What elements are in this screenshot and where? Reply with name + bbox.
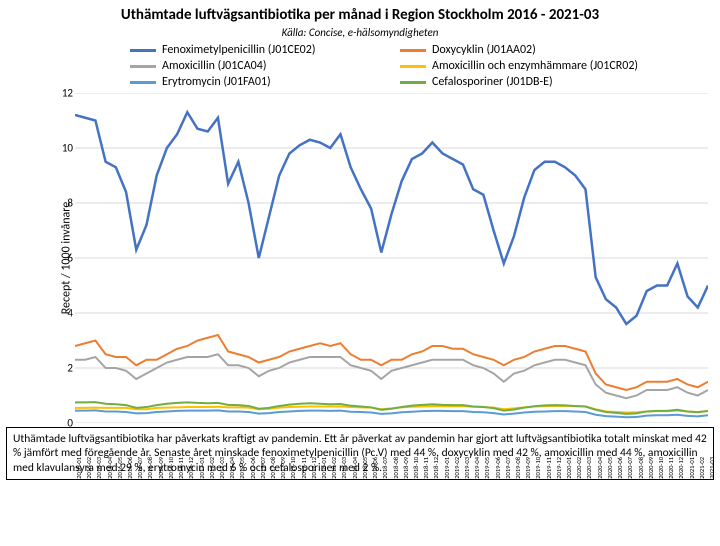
- x-tick: 2021-03: [708, 457, 716, 479]
- x-tick: 2019-08: [514, 457, 522, 479]
- legend-swatch: [130, 49, 156, 52]
- legend-item: Cefalosporiner (J01DB-E): [400, 75, 670, 89]
- legend-item: Amoxicillin och enzymhämmare (J01CR02): [400, 59, 670, 73]
- chart-title: Uthämtade luftvägsantibiotika per månad …: [40, 6, 680, 24]
- x-tick: 2020-06: [616, 457, 624, 479]
- x-tick: 2018-11: [422, 457, 430, 479]
- x-tick: 2020-05: [606, 457, 614, 479]
- y-tick: 8: [55, 197, 73, 210]
- legend-label: Cefalosporiner (J01DB-E): [432, 75, 553, 89]
- x-tick: 2018-03: [340, 457, 348, 479]
- legend-swatch: [400, 49, 426, 52]
- x-tick: 2019-05: [483, 457, 491, 479]
- y-tick: 2: [55, 362, 73, 375]
- x-tick: 2016-06: [126, 457, 134, 479]
- legend-label: Amoxicillin och enzymhämmare (J01CR02): [432, 59, 638, 73]
- legend-swatch: [400, 65, 426, 68]
- x-tick: 2016-01: [75, 457, 83, 479]
- legend-label: Doxycyklin (J01AA02): [432, 43, 536, 57]
- x-tick: 2018-01: [320, 457, 328, 479]
- chart-subtitle: Källa: Concise, e-hälsomyndigheten: [0, 26, 720, 39]
- x-tick: 2017-04: [228, 457, 236, 479]
- x-tick: 2016-05: [116, 457, 124, 479]
- x-tick: 2020-04: [596, 457, 604, 479]
- x-tick: 2016-08: [146, 457, 154, 479]
- plot: 024681012: [75, 93, 708, 423]
- x-tick: 2017-01: [198, 457, 206, 479]
- x-tick: 2020-01: [565, 457, 573, 479]
- plot-svg: [75, 93, 708, 423]
- x-tick: 2017-08: [269, 457, 277, 479]
- x-tick: 2019-02: [453, 457, 461, 479]
- x-tick: 2018-04: [351, 457, 359, 479]
- legend-label: Fenoximetylpenicillin (J01CE02): [162, 43, 316, 57]
- x-tick: 2016-11: [177, 457, 185, 479]
- x-tick: 2017-09: [279, 457, 287, 479]
- x-tick: 2018-02: [330, 457, 338, 479]
- legend-item: Fenoximetylpenicillin (J01CE02): [130, 43, 400, 57]
- y-tick: 0: [55, 417, 73, 430]
- x-axis-labels: 2016-012016-022016-032016-042016-052016-…: [75, 423, 708, 459]
- x-tick: 2018-10: [412, 457, 420, 479]
- legend-item: Erytromycin (J01FA01): [130, 75, 400, 89]
- x-tick: 2020-03: [585, 457, 593, 479]
- x-tick: 2019-04: [473, 457, 481, 479]
- x-tick: 2018-07: [381, 457, 389, 479]
- x-tick: 2016-10: [167, 457, 175, 479]
- legend-item: Doxycyklin (J01AA02): [400, 43, 670, 57]
- x-tick: 2017-02: [208, 457, 216, 479]
- legend-swatch: [130, 65, 156, 68]
- x-tick: 2019-09: [524, 457, 532, 479]
- legend-item: Amoxicillin (J01CA04): [130, 59, 400, 73]
- x-tick: 2019-03: [463, 457, 471, 479]
- x-tick: 2020-11: [667, 457, 675, 479]
- x-tick: 2017-03: [218, 457, 226, 479]
- x-tick: 2016-07: [136, 457, 144, 479]
- x-tick: 2020-12: [677, 457, 685, 479]
- x-tick: 2018-09: [402, 457, 410, 479]
- x-tick: 2017-11: [300, 457, 308, 479]
- x-tick: 2019-11: [545, 457, 553, 479]
- x-tick: 2021-01: [688, 457, 696, 479]
- y-tick: 4: [55, 307, 73, 320]
- x-tick: 2020-08: [637, 457, 645, 479]
- x-tick: 2019-06: [494, 457, 502, 479]
- x-tick: 2016-02: [85, 457, 93, 479]
- x-tick: 2018-12: [432, 457, 440, 479]
- x-tick: 2016-03: [95, 457, 103, 479]
- x-tick: 2020-02: [575, 457, 583, 479]
- x-tick: 2021-02: [698, 457, 706, 479]
- x-tick: 2020-09: [647, 457, 655, 479]
- x-tick: 2020-07: [626, 457, 634, 479]
- x-tick: 2019-12: [555, 457, 563, 479]
- y-tick: 10: [55, 142, 73, 155]
- x-tick: 2017-12: [310, 457, 318, 479]
- legend-swatch: [400, 81, 426, 84]
- x-tick: 2018-08: [392, 457, 400, 479]
- x-tick: 2016-09: [157, 457, 165, 479]
- x-tick: 2017-07: [259, 457, 267, 479]
- legend-swatch: [130, 81, 156, 84]
- x-tick: 2018-05: [361, 457, 369, 479]
- chart-area: Recept / 1000 invånare 024681012: [55, 93, 708, 423]
- y-tick: 12: [55, 87, 73, 100]
- x-tick: 2017-10: [289, 457, 297, 479]
- y-tick: 6: [55, 252, 73, 265]
- legend-label: Erytromycin (J01FA01): [162, 75, 271, 89]
- x-tick: 2020-10: [657, 457, 665, 479]
- x-tick: 2019-07: [504, 457, 512, 479]
- x-tick: 2016-12: [187, 457, 195, 479]
- legend-label: Amoxicillin (J01CA04): [162, 59, 266, 73]
- x-tick: 2017-05: [238, 457, 246, 479]
- x-tick: 2018-06: [371, 457, 379, 479]
- legend: Fenoximetylpenicillin (J01CE02) Amoxicill…: [120, 43, 680, 89]
- x-tick: 2019-10: [534, 457, 542, 479]
- x-tick: 2016-04: [106, 457, 114, 479]
- series-line: [75, 112, 708, 324]
- x-tick: 2019-01: [443, 457, 451, 479]
- x-tick: 2017-06: [249, 457, 257, 479]
